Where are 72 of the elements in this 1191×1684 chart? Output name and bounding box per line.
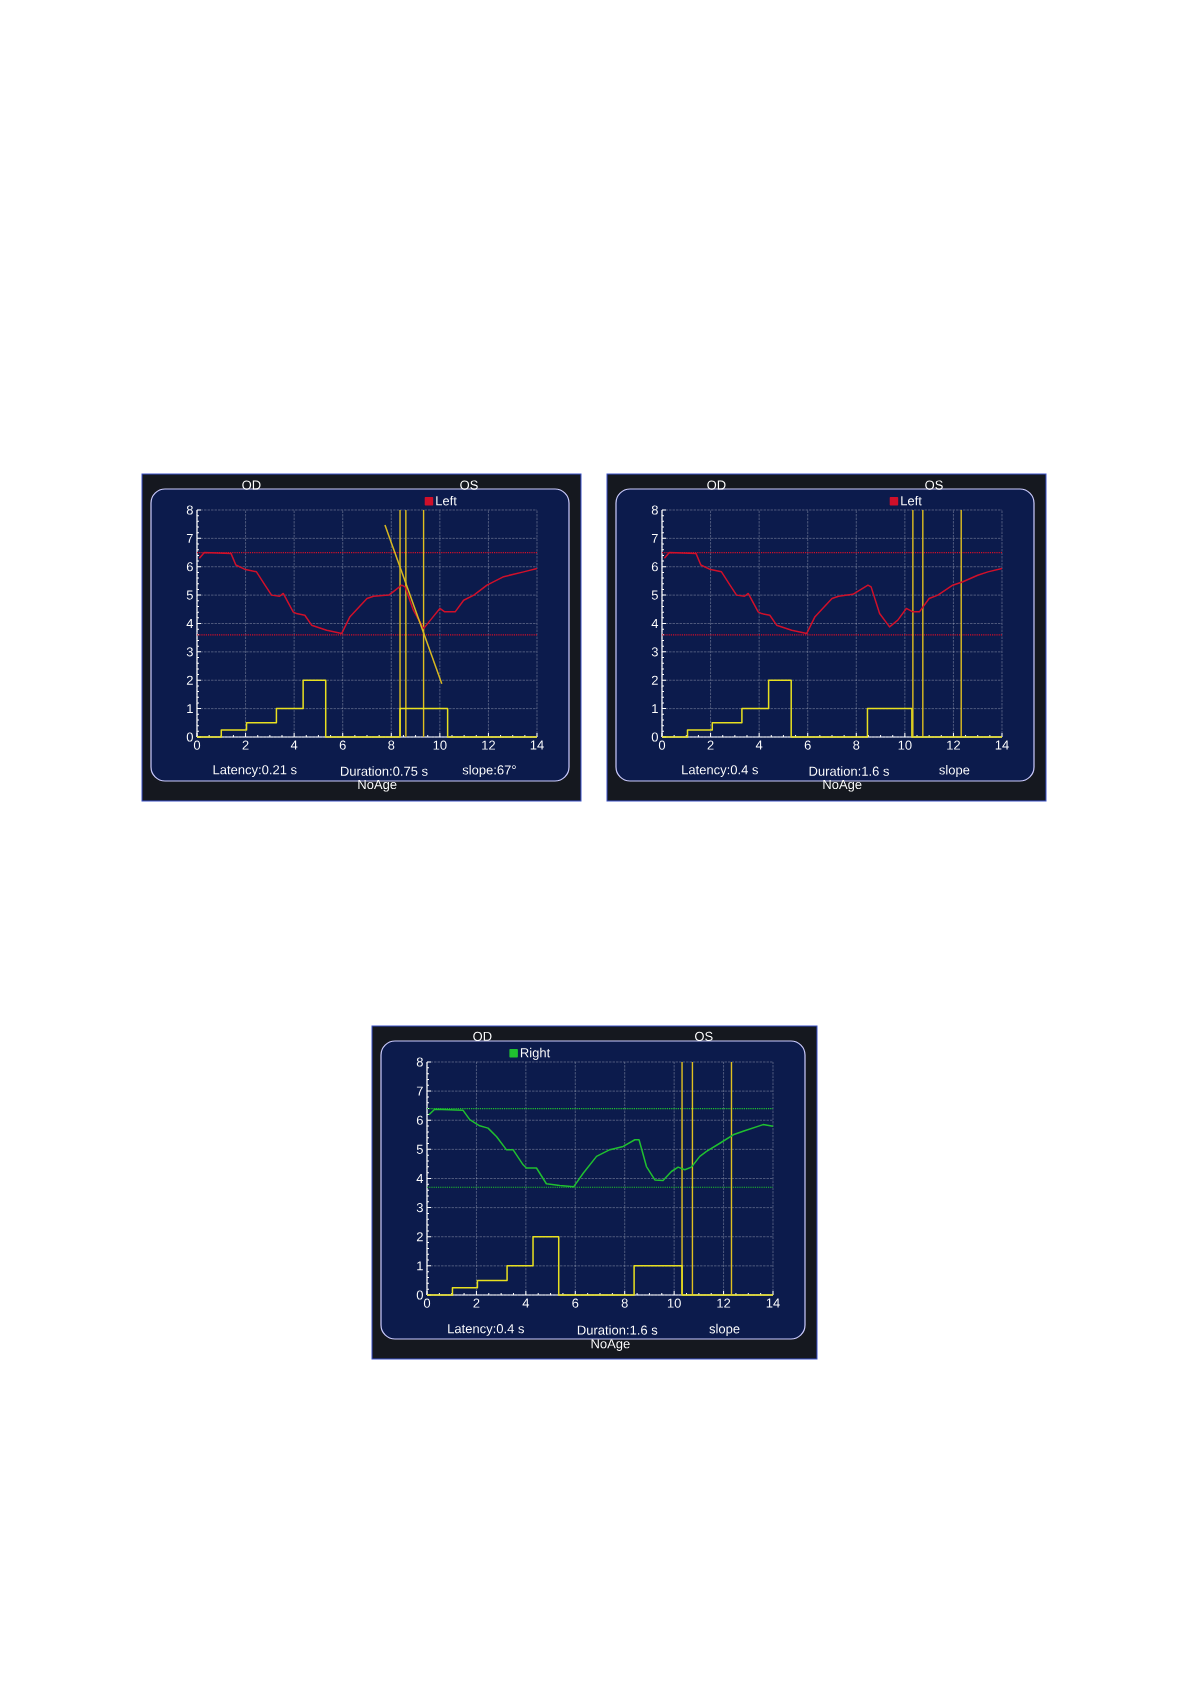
y-tick-label: 5: [651, 590, 658, 600]
y-tick-label: 7: [416, 1086, 423, 1096]
x-tick-label: 2: [242, 740, 249, 750]
y-tick-label: 4: [651, 619, 659, 628]
x-tick-label: 4: [755, 740, 763, 750]
y-tick-label: 0: [416, 1290, 423, 1300]
y-tick-label: 8: [186, 505, 193, 515]
y-tick-label: 0: [651, 732, 658, 742]
y-tick-label: 3: [186, 647, 193, 657]
text: Duration:1.6 s: [577, 1325, 658, 1335]
x-tick-label: 4: [522, 1298, 530, 1308]
y-tick-label: 2: [651, 675, 658, 685]
legend-label: Left: [436, 495, 457, 506]
x-tick-label: 14: [530, 740, 544, 750]
x-tick-label: 4: [290, 740, 298, 750]
x-tick-label: 0: [193, 740, 201, 750]
x-tick-label: 10: [433, 740, 447, 750]
x-tick-label: 8: [853, 740, 860, 750]
x-tick-label: 0: [658, 740, 666, 750]
y-tick-label: 6: [416, 1115, 423, 1125]
y-tick-label: 8: [416, 1057, 423, 1067]
legend-label: Left: [901, 495, 922, 506]
y-tick-label: 2: [416, 1232, 423, 1242]
y-tick-label: 1: [652, 704, 658, 714]
text: NoAge: [823, 779, 862, 792]
y-tick-label: 2: [186, 675, 193, 685]
text: Duration:1.6 s: [809, 766, 889, 776]
x-tick-label: 12: [482, 740, 495, 750]
x-tick-label: 8: [621, 1298, 628, 1308]
x-tick-label: 6: [572, 1298, 579, 1308]
x-tick-label: 8: [388, 740, 395, 750]
text: Latency:0.4 s: [682, 765, 758, 777]
x-tick-label: 2: [473, 1298, 480, 1308]
text: NoAge: [358, 779, 397, 792]
text: OD: [707, 480, 726, 490]
y-tick-label: 6: [651, 562, 658, 572]
y-tick-label: 1: [187, 704, 193, 714]
y-tick-label: 7: [186, 533, 193, 543]
text: Latency:0.4 s: [448, 1324, 524, 1336]
x-tick-label: 14: [766, 1298, 780, 1308]
text: slope: [709, 1323, 740, 1336]
text: slope:67°: [462, 764, 516, 778]
y-tick-label: 4: [416, 1174, 424, 1183]
x-tick-label: 10: [667, 1298, 681, 1308]
text: OS: [695, 1031, 713, 1041]
x-tick-label: 10: [898, 740, 912, 750]
y-tick-label: 1: [417, 1261, 423, 1271]
y-tick-label: 3: [416, 1203, 423, 1213]
y-tick-label: 3: [651, 647, 658, 657]
x-tick-label: 6: [339, 740, 346, 750]
y-tick-label: 8: [651, 505, 658, 515]
y-tick-label: 5: [416, 1144, 423, 1154]
text: OS: [925, 480, 943, 490]
text: Duration:0.75 s: [340, 766, 428, 776]
y-tick-label: 4: [186, 619, 194, 628]
x-tick-label: 12: [717, 1298, 731, 1308]
y-tick-label: 0: [186, 732, 193, 742]
y-tick-label: 7: [651, 533, 658, 543]
x-tick-label: 12: [947, 740, 960, 750]
text: slope: [939, 764, 970, 778]
x-tick-label: 14: [995, 740, 1009, 750]
x-tick-label: 6: [804, 740, 811, 750]
x-tick-label: 2: [707, 740, 714, 750]
x-tick-label: 0: [423, 1298, 431, 1308]
y-tick-label: 5: [186, 590, 193, 600]
y-tick-label: 6: [186, 562, 193, 572]
text: OS: [460, 480, 478, 490]
text: OD: [473, 1031, 492, 1041]
text: Latency:0.21 s: [213, 765, 297, 777]
text: NoAge: [591, 1339, 630, 1351]
legend-label: Right: [520, 1047, 551, 1060]
text: OD: [242, 480, 261, 490]
